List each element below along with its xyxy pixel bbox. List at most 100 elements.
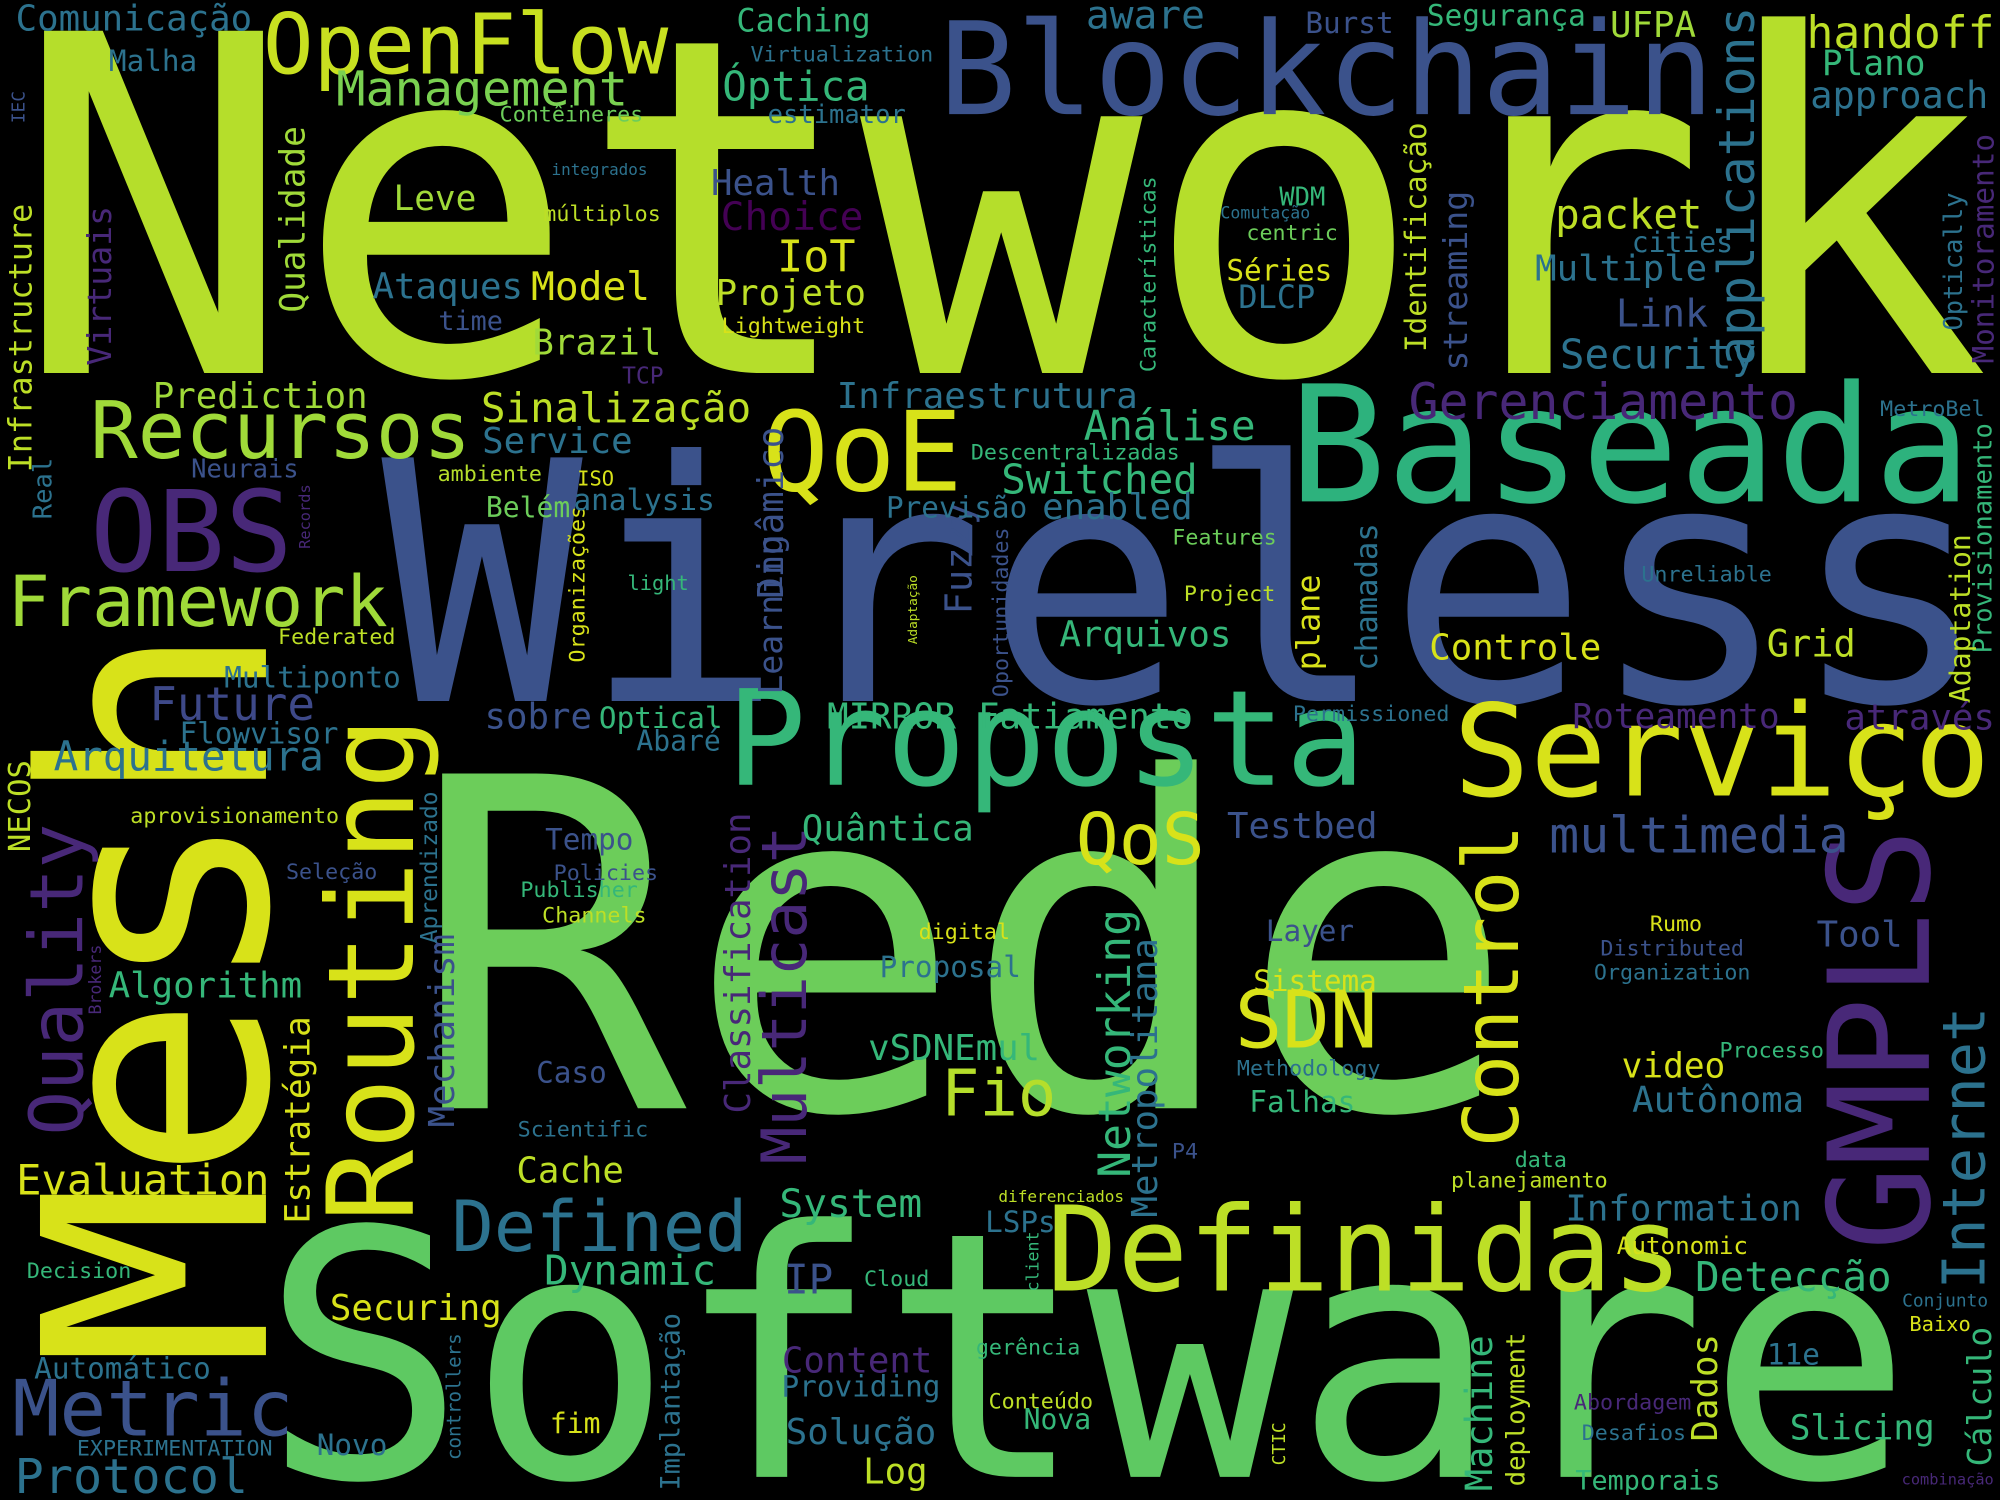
word: MetroBel: [1880, 397, 1984, 422]
word: Seleção: [286, 860, 377, 885]
word: Mesh: [0, 622, 340, 1368]
word: Grid: [1767, 623, 1856, 666]
word: Evaluation: [16, 1155, 269, 1204]
word: Arquivos: [1059, 615, 1231, 656]
word: Protocol: [15, 1449, 248, 1500]
word: Neurais: [191, 454, 298, 484]
word: Virtuais: [80, 206, 119, 366]
word: combinação: [1902, 1471, 1994, 1489]
word: Classification: [718, 813, 759, 1114]
word: Switched: [1001, 456, 1198, 504]
word: Recursos: [90, 385, 471, 477]
word: cities: [1632, 226, 1733, 259]
word: centric: [1246, 221, 1337, 246]
word: Content: [782, 1340, 932, 1381]
word: OpenFlow: [263, 0, 669, 94]
word: Network: [12, 0, 1990, 484]
word: Security: [1560, 331, 1757, 379]
word: streaming: [1436, 191, 1475, 371]
word: P4: [1172, 1139, 1198, 1164]
word: estimator: [768, 100, 906, 130]
word: Management: [336, 61, 628, 117]
word: Cálculo: [1960, 1327, 1999, 1467]
word: IP: [784, 1255, 833, 1303]
word: IEC: [9, 91, 30, 123]
word: LSPs: [985, 1205, 1056, 1239]
word: digital: [919, 920, 1010, 945]
word: IoT: [777, 233, 855, 283]
word: Rumo: [1650, 912, 1702, 937]
word: Aprendizado: [417, 791, 443, 943]
word: Baixo: [1909, 1312, 1970, 1336]
word: QoS: [1076, 798, 1205, 881]
word: Brokers: [86, 945, 105, 1015]
word: Providing: [782, 1369, 941, 1403]
word: Previsão: [886, 491, 1027, 525]
word: Quântica: [802, 809, 974, 850]
word: chamadas: [1350, 523, 1385, 670]
word: Virtualization: [751, 42, 934, 67]
word: Unreliable: [1641, 563, 1771, 588]
word: Features: [1172, 526, 1276, 551]
word: Methodology: [1237, 1056, 1381, 1081]
word: CTIC: [1269, 1422, 1290, 1465]
word: Permissioned: [1293, 702, 1450, 727]
word: Automático: [34, 1352, 211, 1386]
word: time: [438, 306, 502, 337]
word: analysis: [573, 483, 714, 517]
word: packet: [1555, 190, 1702, 238]
word: Metric: [13, 1364, 294, 1454]
word: Novo: [317, 1428, 388, 1462]
word: Fatiamento: [978, 696, 1193, 737]
word: EXPERIMENTATION: [77, 1436, 273, 1461]
word: Proposal: [880, 950, 1021, 984]
word: Análise: [1084, 402, 1256, 450]
word: Organization: [1594, 961, 1751, 986]
word: Rede: [410, 683, 1516, 1217]
word: Dados: [1685, 1334, 1726, 1441]
word: Software: [260, 1159, 1913, 1500]
word: Comunicação: [16, 0, 252, 40]
word: Temporais: [1575, 1465, 1720, 1496]
word: planejamento: [1451, 1169, 1608, 1194]
word: Publisher: [520, 878, 637, 903]
word: multimedia: [1549, 806, 1848, 864]
word: Desafios: [1582, 1421, 1686, 1446]
word: sobre: [485, 696, 592, 737]
word: Multicast: [748, 826, 821, 1165]
word: Contêineres: [500, 102, 644, 127]
word: Federated: [278, 625, 395, 650]
word: Algorithm: [109, 965, 302, 1006]
word: Service: [482, 421, 632, 462]
word: Plano: [1822, 44, 1926, 84]
word: UFPA: [1610, 5, 1696, 46]
word: Metropolitana: [1125, 938, 1166, 1217]
word: Mechanism: [422, 934, 463, 1127]
word: Autonomic: [1617, 1232, 1748, 1260]
word: Processo: [1719, 1039, 1823, 1064]
word: enabled: [1042, 487, 1192, 528]
word: Monitoramento: [1966, 134, 2000, 364]
word: GMPLS: [1800, 828, 1963, 1250]
word: Burst: [1305, 6, 1393, 40]
word: Dynamic: [544, 1246, 716, 1294]
word: Layer: [1266, 914, 1354, 948]
word: deployment: [1502, 1333, 1532, 1487]
word: QoE: [762, 388, 962, 517]
word: Cache: [516, 1150, 623, 1191]
word: Brazil: [532, 323, 661, 364]
word: Caso: [536, 1056, 607, 1090]
word: múltiplos: [543, 202, 660, 227]
word: controllers: [443, 1333, 466, 1460]
word: Características: [1137, 176, 1162, 372]
word: Project: [1184, 582, 1275, 607]
word: Defined: [452, 1186, 748, 1268]
word: Control: [1448, 825, 1537, 1147]
word: Infraestrutura: [837, 376, 1138, 417]
word: DLCP: [1238, 278, 1315, 316]
word: 11e: [1767, 1338, 1820, 1372]
word: Link: [1616, 291, 1708, 336]
word: ambiente: [438, 462, 542, 487]
word: Log: [863, 1451, 928, 1492]
